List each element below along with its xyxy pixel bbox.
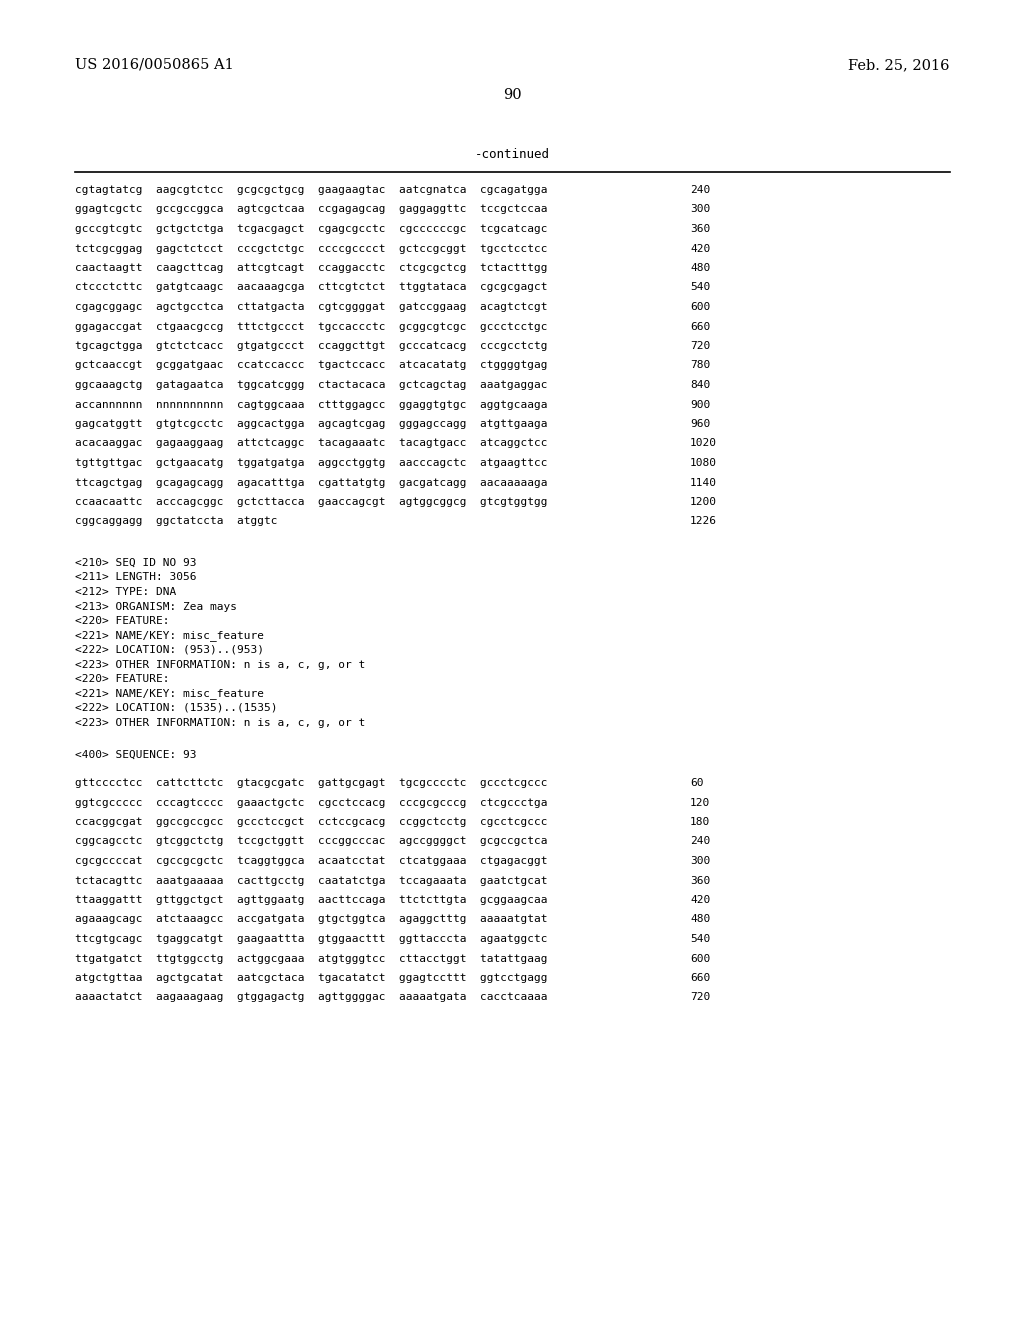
Text: -continued: -continued bbox=[474, 148, 550, 161]
Text: 420: 420 bbox=[690, 895, 711, 906]
Text: <400> SEQUENCE: 93: <400> SEQUENCE: 93 bbox=[75, 750, 197, 760]
Text: 720: 720 bbox=[690, 993, 711, 1002]
Text: caactaagtt  caagcttcag  attcgtcagt  ccaggacctc  ctcgcgctcg  tctactttgg: caactaagtt caagcttcag attcgtcagt ccaggac… bbox=[75, 263, 548, 273]
Text: <220> FEATURE:: <220> FEATURE: bbox=[75, 616, 170, 626]
Text: 1226: 1226 bbox=[690, 516, 717, 527]
Text: 180: 180 bbox=[690, 817, 711, 828]
Text: ggcaaagctg  gatagaatca  tggcatcggg  ctactacaca  gctcagctag  aaatgaggac: ggcaaagctg gatagaatca tggcatcggg ctactac… bbox=[75, 380, 548, 389]
Text: 540: 540 bbox=[690, 282, 711, 293]
Text: <220> FEATURE:: <220> FEATURE: bbox=[75, 675, 170, 684]
Text: ggagaccgat  ctgaacgccg  tttctgccct  tgccaccctc  gcggcgtcgc  gccctcctgc: ggagaccgat ctgaacgccg tttctgccct tgccacc… bbox=[75, 322, 548, 331]
Text: 660: 660 bbox=[690, 322, 711, 331]
Text: 660: 660 bbox=[690, 973, 711, 983]
Text: <223> OTHER INFORMATION: n is a, c, g, or t: <223> OTHER INFORMATION: n is a, c, g, o… bbox=[75, 718, 366, 727]
Text: tgttgttgac  gctgaacatg  tggatgatga  aggcctggtg  aacccagctc  atgaagttcc: tgttgttgac gctgaacatg tggatgatga aggcctg… bbox=[75, 458, 548, 469]
Text: 1200: 1200 bbox=[690, 498, 717, 507]
Text: US 2016/0050865 A1: US 2016/0050865 A1 bbox=[75, 58, 233, 73]
Text: ttcgtgcagc  tgaggcatgt  gaagaattta  gtggaacttt  ggttacccta  agaatggctc: ttcgtgcagc tgaggcatgt gaagaattta gtggaac… bbox=[75, 935, 548, 944]
Text: <223> OTHER INFORMATION: n is a, c, g, or t: <223> OTHER INFORMATION: n is a, c, g, o… bbox=[75, 660, 366, 669]
Text: 420: 420 bbox=[690, 243, 711, 253]
Text: 900: 900 bbox=[690, 400, 711, 409]
Text: 1140: 1140 bbox=[690, 478, 717, 487]
Text: 1080: 1080 bbox=[690, 458, 717, 469]
Text: <213> ORGANISM: Zea mays: <213> ORGANISM: Zea mays bbox=[75, 602, 237, 611]
Text: 480: 480 bbox=[690, 915, 711, 924]
Text: 60: 60 bbox=[690, 777, 703, 788]
Text: 360: 360 bbox=[690, 224, 711, 234]
Text: cggcagcctc  gtcggctctg  tccgctggtt  cccggcccac  agccggggct  gcgccgctca: cggcagcctc gtcggctctg tccgctggtt cccggcc… bbox=[75, 837, 548, 846]
Text: ctccctcttc  gatgtcaagc  aacaaagcga  cttcgtctct  ttggtataca  cgcgcgagct: ctccctcttc gatgtcaagc aacaaagcga cttcgtc… bbox=[75, 282, 548, 293]
Text: <221> NAME/KEY: misc_feature: <221> NAME/KEY: misc_feature bbox=[75, 689, 264, 700]
Text: 360: 360 bbox=[690, 875, 711, 886]
Text: gagcatggtt  gtgtcgcctc  aggcactgga  agcagtcgag  gggagccagg  atgttgaaga: gagcatggtt gtgtcgcctc aggcactgga agcagtc… bbox=[75, 418, 548, 429]
Text: ttgatgatct  ttgtggcctg  actggcgaaa  atgtgggtcc  cttacctggt  tatattgaag: ttgatgatct ttgtggcctg actggcgaaa atgtggg… bbox=[75, 953, 548, 964]
Text: 720: 720 bbox=[690, 341, 711, 351]
Text: 300: 300 bbox=[690, 855, 711, 866]
Text: gcccgtcgtc  gctgctctga  tcgacgagct  cgagcgcctc  cgccccccgc  tcgcatcagc: gcccgtcgtc gctgctctga tcgacgagct cgagcgc… bbox=[75, 224, 548, 234]
Text: <212> TYPE: DNA: <212> TYPE: DNA bbox=[75, 587, 176, 597]
Text: cgcgccccat  cgccgcgctc  tcaggtggca  acaatcctat  ctcatggaaa  ctgagacggt: cgcgccccat cgccgcgctc tcaggtggca acaatcc… bbox=[75, 855, 548, 866]
Text: gttcccctcc  cattcttctc  gtacgcgatc  gattgcgagt  tgcgcccctc  gccctcgccc: gttcccctcc cattcttctc gtacgcgatc gattgcg… bbox=[75, 777, 548, 788]
Text: Feb. 25, 2016: Feb. 25, 2016 bbox=[849, 58, 950, 73]
Text: tgcagctgga  gtctctcacc  gtgatgccct  ccaggcttgt  gcccatcacg  cccgcctctg: tgcagctgga gtctctcacc gtgatgccct ccaggct… bbox=[75, 341, 548, 351]
Text: 300: 300 bbox=[690, 205, 711, 214]
Text: ccacggcgat  ggccgccgcc  gccctccgct  cctccgcacg  ccggctcctg  cgcctcgccc: ccacggcgat ggccgccgcc gccctccgct cctccgc… bbox=[75, 817, 548, 828]
Text: <211> LENGTH: 3056: <211> LENGTH: 3056 bbox=[75, 573, 197, 582]
Text: 600: 600 bbox=[690, 302, 711, 312]
Text: aaaactatct  aagaaagaag  gtggagactg  agttggggac  aaaaatgata  cacctcaaaa: aaaactatct aagaaagaag gtggagactg agttggg… bbox=[75, 993, 548, 1002]
Text: tctcgcggag  gagctctcct  cccgctctgc  ccccgcccct  gctccgcggt  tgcctcctcc: tctcgcggag gagctctcct cccgctctgc ccccgcc… bbox=[75, 243, 548, 253]
Text: ccaacaattc  acccagcggc  gctcttacca  gaaccagcgt  agtggcggcg  gtcgtggtgg: ccaacaattc acccagcggc gctcttacca gaaccag… bbox=[75, 498, 548, 507]
Text: ggtcgccccc  cccagtcccc  gaaactgctc  cgcctccacg  cccgcgcccg  ctcgccctga: ggtcgccccc cccagtcccc gaaactgctc cgcctcc… bbox=[75, 797, 548, 808]
Text: <222> LOCATION: (953)..(953): <222> LOCATION: (953)..(953) bbox=[75, 645, 264, 655]
Text: cggcaggagg  ggctatccta  atggtc: cggcaggagg ggctatccta atggtc bbox=[75, 516, 278, 527]
Text: <222> LOCATION: (1535)..(1535): <222> LOCATION: (1535)..(1535) bbox=[75, 704, 278, 713]
Text: cgagcggagc  agctgcctca  cttatgacta  cgtcggggat  gatccggaag  acagtctcgt: cgagcggagc agctgcctca cttatgacta cgtcggg… bbox=[75, 302, 548, 312]
Text: ttcagctgag  gcagagcagg  agacatttga  cgattatgtg  gacgatcagg  aacaaaaaga: ttcagctgag gcagagcagg agacatttga cgattat… bbox=[75, 478, 548, 487]
Text: <221> NAME/KEY: misc_feature: <221> NAME/KEY: misc_feature bbox=[75, 631, 264, 642]
Text: 90: 90 bbox=[503, 88, 521, 102]
Text: <210> SEQ ID NO 93: <210> SEQ ID NO 93 bbox=[75, 558, 197, 568]
Text: tctacagttc  aaatgaaaaa  cacttgcctg  caatatctga  tccagaaata  gaatctgcat: tctacagttc aaatgaaaaa cacttgcctg caatatc… bbox=[75, 875, 548, 886]
Text: 480: 480 bbox=[690, 263, 711, 273]
Text: acacaaggac  gagaaggaag  attctcaggc  tacagaaatc  tacagtgacc  atcaggctcc: acacaaggac gagaaggaag attctcaggc tacagaa… bbox=[75, 438, 548, 449]
Text: 780: 780 bbox=[690, 360, 711, 371]
Text: agaaagcagc  atctaaagcc  accgatgata  gtgctggtca  agaggctttg  aaaaatgtat: agaaagcagc atctaaagcc accgatgata gtgctgg… bbox=[75, 915, 548, 924]
Text: cgtagtatcg  aagcgtctcc  gcgcgctgcg  gaagaagtac  aatcgnatca  cgcagatgga: cgtagtatcg aagcgtctcc gcgcgctgcg gaagaag… bbox=[75, 185, 548, 195]
Text: 540: 540 bbox=[690, 935, 711, 944]
Text: 240: 240 bbox=[690, 837, 711, 846]
Text: ttaaggattt  gttggctgct  agttggaatg  aacttccaga  ttctcttgta  gcggaagcaa: ttaaggattt gttggctgct agttggaatg aacttcc… bbox=[75, 895, 548, 906]
Text: 1020: 1020 bbox=[690, 438, 717, 449]
Text: 120: 120 bbox=[690, 797, 711, 808]
Text: ggagtcgctc  gccgccggca  agtcgctcaa  ccgagagcag  gaggaggttc  tccgctccaa: ggagtcgctc gccgccggca agtcgctcaa ccgagag… bbox=[75, 205, 548, 214]
Text: 600: 600 bbox=[690, 953, 711, 964]
Text: 840: 840 bbox=[690, 380, 711, 389]
Text: accannnnnn  nnnnnnnnnn  cagtggcaaa  ctttggagcc  ggaggtgtgc  aggtgcaaga: accannnnnn nnnnnnnnnn cagtggcaaa ctttgga… bbox=[75, 400, 548, 409]
Text: 240: 240 bbox=[690, 185, 711, 195]
Text: 960: 960 bbox=[690, 418, 711, 429]
Text: gctcaaccgt  gcggatgaac  ccatccaccc  tgactccacc  atcacatatg  ctggggtgag: gctcaaccgt gcggatgaac ccatccaccc tgactcc… bbox=[75, 360, 548, 371]
Text: atgctgttaa  agctgcatat  aatcgctaca  tgacatatct  ggagtccttt  ggtcctgagg: atgctgttaa agctgcatat aatcgctaca tgacata… bbox=[75, 973, 548, 983]
